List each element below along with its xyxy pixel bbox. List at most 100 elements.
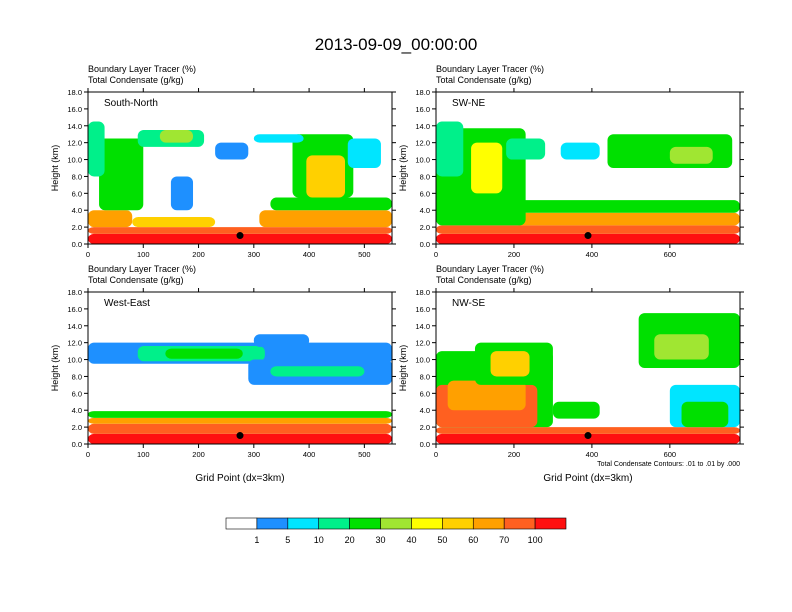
x-tick-label: 0: [86, 250, 90, 259]
y-tick-label: 14.0: [415, 122, 430, 131]
y-tick-label: 12.0: [415, 139, 430, 148]
colorbar-label: 5: [285, 535, 290, 545]
data-region: [170, 176, 194, 211]
panel-3: Boundary Layer Tracer (%)Total Condensat…: [50, 264, 396, 484]
panel-4: Boundary Layer Tracer (%)Total Condensat…: [398, 264, 744, 484]
y-axis-label: Height (km): [398, 145, 408, 192]
colorbar-swatch: [411, 517, 443, 530]
colorbar-swatch: [256, 517, 289, 530]
x-tick-label: 100: [137, 250, 150, 259]
y-tick-label: 2.0: [72, 423, 82, 432]
data-region: [681, 401, 729, 428]
colorbar-label: 30: [376, 535, 386, 545]
location-marker: [236, 432, 244, 440]
data-region: [669, 146, 713, 164]
data-region: [88, 227, 392, 234]
colorbar-label: 50: [437, 535, 447, 545]
data-region: [259, 210, 392, 228]
y-tick-label: 10.0: [67, 156, 82, 165]
data-region: [560, 142, 600, 160]
data-region: [436, 427, 740, 434]
panel-2: Boundary Layer Tracer (%)Total Condensat…: [398, 64, 744, 259]
y-tick-label: 4.0: [72, 406, 82, 415]
y-tick-label: 6.0: [72, 389, 82, 398]
x-tick-label: 100: [137, 450, 150, 459]
y-tick-label: 10.0: [415, 156, 430, 165]
panel-label: NW-SE: [452, 298, 485, 309]
y-tick-label: 10.0: [67, 356, 82, 365]
y-axis-label: Height (km): [398, 345, 408, 392]
data-region: [253, 134, 304, 143]
panel-subtitle-tracer: Boundary Layer Tracer (%): [436, 264, 544, 274]
panel-subtitle-condensate: Total Condensate (g/kg): [436, 75, 532, 85]
data-region: [99, 138, 144, 211]
data-region: [436, 121, 464, 177]
y-axis-label: Height (km): [50, 345, 60, 392]
x-tick-label: 200: [508, 250, 521, 259]
data-region: [159, 130, 194, 143]
data-region: [471, 142, 503, 194]
colorbar-label: 100: [528, 535, 543, 545]
y-tick-label: 6.0: [420, 189, 430, 198]
y-tick-label: 10.0: [415, 356, 430, 365]
plot-frame: [87, 291, 393, 445]
data-region: [270, 366, 365, 377]
data-region: [447, 380, 526, 411]
y-tick-label: 12.0: [67, 139, 82, 148]
data-regions: [436, 121, 740, 244]
colorbar-swatch: [380, 517, 412, 530]
x-tick-label: 200: [192, 450, 205, 459]
y-tick-label: 2.0: [420, 223, 430, 232]
colorbar-swatch: [318, 517, 350, 530]
data-region: [436, 225, 740, 234]
x-tick-label: 300: [248, 250, 261, 259]
x-tick-label: 400: [303, 450, 316, 459]
x-tick-label: 400: [586, 450, 599, 459]
y-tick-label: 16.0: [415, 105, 430, 114]
data-region: [306, 155, 346, 198]
data-region: [88, 411, 392, 418]
y-tick-label: 12.0: [415, 339, 430, 348]
y-tick-label: 16.0: [67, 105, 82, 114]
data-regions: [88, 334, 392, 444]
location-marker: [236, 232, 244, 240]
colorbar-swatch: [287, 517, 320, 530]
y-tick-label: 12.0: [67, 339, 82, 348]
data-region: [552, 401, 600, 419]
y-tick-label: 18.0: [415, 288, 430, 297]
colorbar-swatch: [534, 517, 567, 530]
contour-note: Total Condensate Contours: .01 to .01 by…: [597, 461, 740, 468]
x-tick-label: 600: [664, 450, 677, 459]
y-tick-label: 0.0: [420, 440, 430, 449]
colorbar-label: 20: [345, 535, 355, 545]
y-tick-label: 8.0: [420, 172, 430, 181]
plot-frame: [435, 91, 741, 245]
y-tick-label: 8.0: [420, 372, 430, 381]
panel-label: South-North: [104, 98, 158, 109]
panel-subtitle-condensate: Total Condensate (g/kg): [436, 275, 532, 285]
data-region: [513, 200, 740, 213]
colorbar-swatch: [349, 517, 381, 530]
colorbar-label: 1: [254, 535, 259, 545]
y-tick-label: 16.0: [67, 305, 82, 314]
figure-title: 2013-09-09_00:00:00: [315, 35, 478, 54]
colorbar-label: 60: [468, 535, 478, 545]
y-tick-label: 4.0: [420, 406, 430, 415]
x-tick-label: 400: [586, 250, 599, 259]
y-tick-label: 8.0: [72, 172, 82, 181]
panel-label: West-East: [104, 298, 150, 309]
x-tick-label: 0: [434, 250, 438, 259]
data-regions: [88, 121, 392, 244]
y-tick-label: 2.0: [72, 223, 82, 232]
y-tick-label: 8.0: [72, 372, 82, 381]
y-tick-label: 18.0: [415, 88, 430, 97]
data-region: [270, 197, 392, 211]
location-marker: [584, 232, 592, 240]
x-tick-label: 600: [664, 250, 677, 259]
data-region: [490, 351, 530, 377]
colorbar-swatch: [225, 517, 258, 530]
x-tick-label: 200: [508, 450, 521, 459]
data-region: [347, 138, 381, 168]
data-region: [253, 334, 310, 347]
